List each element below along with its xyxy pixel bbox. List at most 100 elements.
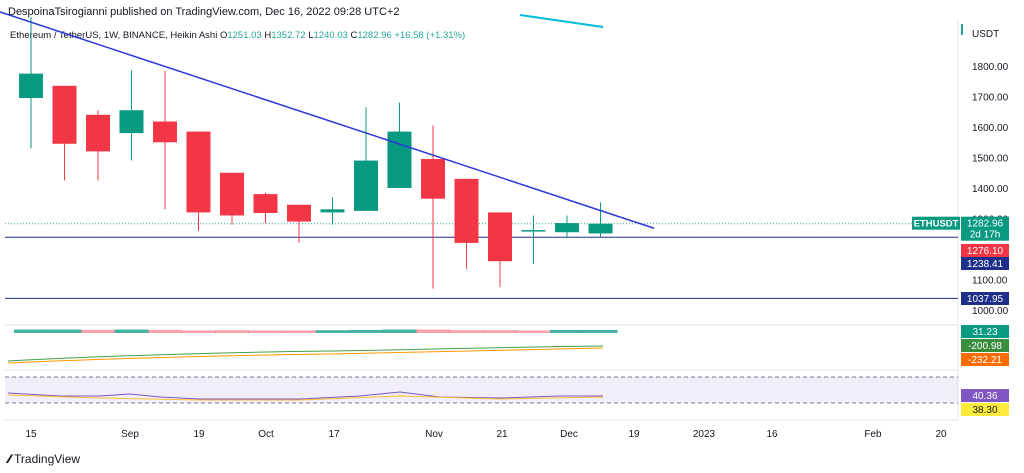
time-tick-label: 17: [328, 429, 340, 440]
legend-part: +16.58 (+1.31%): [394, 30, 465, 41]
rsi-label-b: 38.30: [972, 405, 997, 416]
volume-bar: [550, 329, 584, 333]
volume-bar: [81, 329, 115, 333]
sma-line-green: [7, 345, 604, 362]
candle-body: [287, 204, 311, 222]
tradingview-logo-icon[interactable]: ⁄⁄: [8, 452, 11, 466]
volume-bar: [215, 330, 249, 333]
legend-part: 1240.03: [314, 30, 351, 41]
candle-body: [521, 230, 546, 232]
tradingview-brand[interactable]: TradingView: [14, 452, 81, 466]
volume-bar: [516, 330, 551, 333]
line-tag-bg: [961, 257, 1009, 270]
volume-bar: [114, 329, 149, 333]
candle-body: [19, 73, 43, 99]
legend-part: L: [308, 30, 313, 41]
candle-body: [421, 159, 445, 199]
candle-body: [153, 121, 177, 143]
candle-body: [253, 194, 278, 214]
line-tag-label: 1238.41: [967, 259, 1004, 270]
countdown-label: 2d 17h: [970, 230, 1001, 241]
sma-label-a: -200.98: [968, 341, 1002, 352]
rsi-tag-a-bg: [961, 389, 1009, 402]
price-tick-label: 1600.00: [972, 123, 1009, 134]
price-tick-label: 1800.00: [972, 62, 1009, 73]
symbol-tag: ETHUSDT: [914, 219, 959, 230]
volume-bar: [416, 329, 450, 333]
candle-body: [454, 178, 479, 243]
legend-part: 1282.96: [357, 30, 394, 41]
currency-label: USDT: [972, 29, 999, 40]
candle-body: [220, 172, 244, 216]
last-price-label: 1282.96: [967, 219, 1004, 230]
legend-part: H: [264, 30, 271, 41]
candle-body: [354, 160, 378, 211]
time-tick-label: Feb: [864, 429, 882, 440]
rsi-line: [7, 391, 603, 400]
sma-tag-a-bg: [961, 339, 1009, 352]
legend-part: 1251.03: [227, 30, 264, 41]
time-tick-label: 2023: [693, 429, 716, 440]
trend-line: [0, 11, 655, 229]
legend-part: O: [220, 30, 227, 41]
time-tick-label: 19: [193, 429, 205, 440]
chart-legend: Ethereum / TetherUS, 1W, BINANCE, Heikin…: [10, 30, 465, 41]
price-tick-label: 1000.00: [972, 306, 1009, 317]
price-tick-label: 1700.00: [972, 93, 1009, 104]
volume-tag-bg: [961, 325, 1009, 338]
candle-body: [119, 110, 144, 134]
sma-label-b: -232.21: [968, 355, 1002, 366]
candle-body: [488, 212, 512, 262]
candle-body: [555, 223, 579, 233]
volume-bar: [181, 330, 216, 333]
time-tick-label: 15: [25, 429, 37, 440]
time-tick-label: 16: [766, 429, 778, 440]
candle-body: [52, 85, 77, 144]
candle-body: [186, 131, 211, 213]
candle-body: [320, 209, 345, 213]
line-tag-bg: [961, 292, 1009, 305]
line-tag-label: 1037.95: [967, 294, 1004, 305]
time-tick-label: Nov: [425, 429, 443, 440]
publisher-header: DespoinaTsirogianni published on Trading…: [8, 6, 400, 18]
last-price-bg: [961, 216, 1009, 241]
legend-part: C: [350, 30, 357, 41]
red-tag-label: 1276.10: [967, 246, 1004, 257]
time-tick-label: Oct: [258, 429, 274, 440]
red-tag-bg: [961, 244, 1009, 257]
volume-bar: [583, 329, 618, 333]
volume-bar: [282, 330, 316, 333]
price-tick-label: 1400.00: [972, 184, 1009, 195]
sma-tag-b-bg: [961, 353, 1009, 366]
volume-bar: [483, 330, 517, 333]
legend-part: 1352.72: [271, 30, 308, 41]
rsi-label-a: 40.36: [972, 391, 997, 402]
volume-bar: [14, 329, 48, 333]
candle-body: [588, 223, 613, 234]
symbol-tag-bg: [912, 216, 960, 230]
price-tick-label: 1500.00: [972, 154, 1009, 165]
price-tick-label: 1100.00: [972, 276, 1008, 287]
rsi-tag-b-bg: [961, 403, 1009, 416]
candle-body: [387, 131, 412, 188]
volume-bar: [449, 330, 484, 333]
time-tick-label: Sep: [121, 429, 139, 440]
volume-bar: [47, 329, 82, 333]
footer: ⁄⁄ TradingView: [8, 452, 80, 466]
volume-bar: [148, 329, 182, 333]
indicator-line-top: [519, 14, 604, 28]
volume-bar: [248, 330, 283, 333]
candle-body: [86, 114, 110, 152]
time-tick-label: Dec: [560, 429, 578, 440]
time-tick-label: 19: [628, 429, 640, 440]
volume-bar: [349, 329, 383, 333]
volume-label: 31.23: [972, 327, 997, 338]
volume-bar: [382, 329, 417, 333]
time-tick-label: 21: [496, 429, 508, 440]
sma-line-orange: [7, 347, 604, 364]
volume-bar: [315, 330, 350, 333]
legend-part: Ethereum / TetherUS, 1W, BINANCE, Heikin…: [10, 30, 220, 41]
rsi-ma-line: [7, 394, 604, 401]
time-tick-label: 20: [935, 429, 947, 440]
